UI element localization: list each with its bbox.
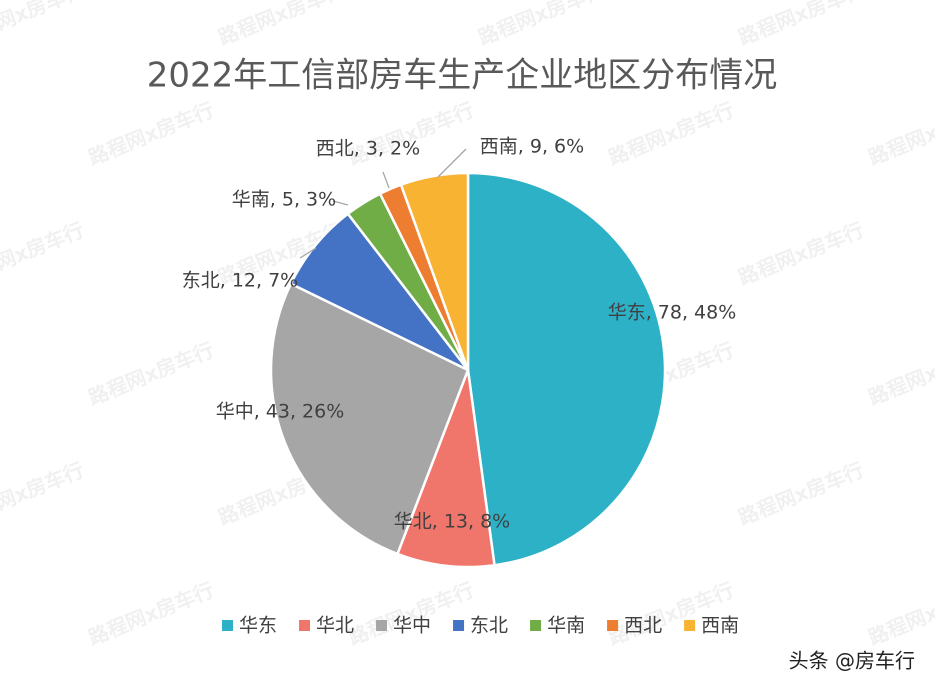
data-label: 华南, 5, 3% (232, 189, 336, 211)
data-label: 西南, 9, 6% (480, 136, 584, 158)
data-labels: 华东, 78, 48% 华北, 13, 8% 华中, 43, 26% 东北, 12, … (182, 136, 737, 533)
legend-label: 西北 (624, 615, 662, 637)
footer: 头条 @房车行 (789, 649, 915, 673)
legend-swatch (453, 620, 465, 631)
legend-swatch (530, 620, 542, 631)
leader-line (332, 200, 349, 206)
pie-slice (466, 171, 667, 567)
leader-line (437, 148, 467, 178)
legend-label: 华南 (547, 615, 585, 637)
pie-slice (399, 171, 470, 371)
data-label: 华东, 78, 48% (608, 302, 737, 324)
data-label: 东北, 12, 7% (182, 270, 298, 292)
data-label: 华北, 13, 8% (394, 511, 510, 533)
legend-label: 东北 (470, 615, 508, 637)
leader-line (299, 247, 317, 259)
data-label: 西北, 3, 2% (316, 138, 420, 160)
legend-swatch (222, 620, 233, 631)
legend-label: 华东 (239, 615, 277, 637)
data-label: 华中, 43, 26% (216, 401, 345, 423)
leader-line (382, 171, 390, 189)
chart-title: 2022年工信部房车生产企业地区分布情况 (147, 56, 778, 96)
legend-swatch (607, 620, 619, 631)
pie-slice (395, 369, 496, 569)
legend-label: 华北 (316, 615, 354, 637)
legend-label: 华中 (393, 615, 431, 637)
legend-label: 西南 (701, 615, 739, 637)
legend-swatch (684, 620, 696, 631)
legend: 华东 华北 华中 东北 华南 西北 西南 (222, 615, 739, 637)
legend-swatch (376, 620, 388, 631)
pie (269, 171, 667, 569)
legend-swatch (299, 620, 311, 631)
pie-slice (269, 282, 470, 556)
